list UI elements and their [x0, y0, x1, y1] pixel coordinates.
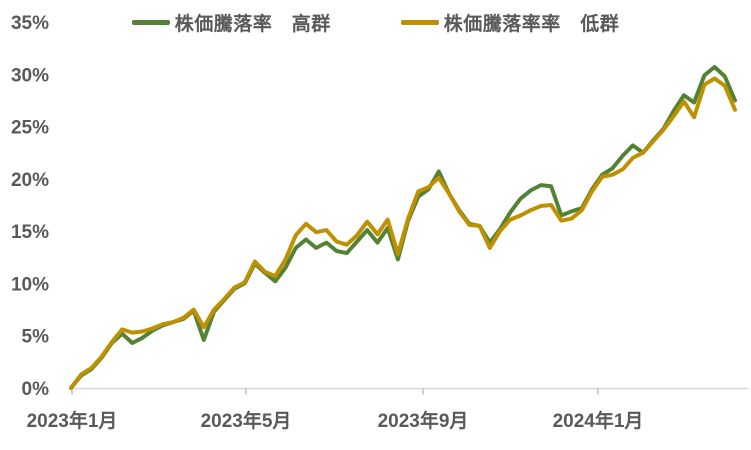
legend-label-low-group: 株価騰落率率 低群 — [443, 14, 620, 35]
legend-line-swatch-low-group — [400, 20, 439, 25]
legend-label-high-group: 株価騰落率 高群 — [174, 14, 331, 35]
y-axis-label: 10% — [11, 274, 49, 295]
x-axis-label: 2023年5月 — [201, 409, 292, 432]
x-axis-label: 2023年1月 — [27, 409, 118, 432]
legend: 株価騰落率 高群 株価騰落率率 低群 — [0, 9, 751, 36]
y-axis-label: 30% — [11, 65, 49, 86]
x-axis-label: 2024年1月 — [553, 409, 644, 432]
legend-line-swatch-high-group — [131, 20, 170, 25]
y-axis-label: 5% — [22, 327, 50, 348]
y-axis-label: 20% — [11, 170, 49, 191]
legend-item-low-group: 株価騰落率率 低群 — [400, 9, 620, 36]
series-line-low-group — [69, 76, 737, 390]
series-line-high-group — [69, 65, 737, 390]
y-axis-label: 25% — [11, 118, 49, 139]
y-axis-label: 35% — [11, 13, 49, 34]
x-axis-label: 2023年9月 — [378, 409, 469, 432]
legend-item-high-group: 株価騰落率 高群 — [131, 9, 331, 36]
y-axis-label: 15% — [11, 222, 49, 243]
y-axis-label: 0% — [22, 379, 50, 400]
